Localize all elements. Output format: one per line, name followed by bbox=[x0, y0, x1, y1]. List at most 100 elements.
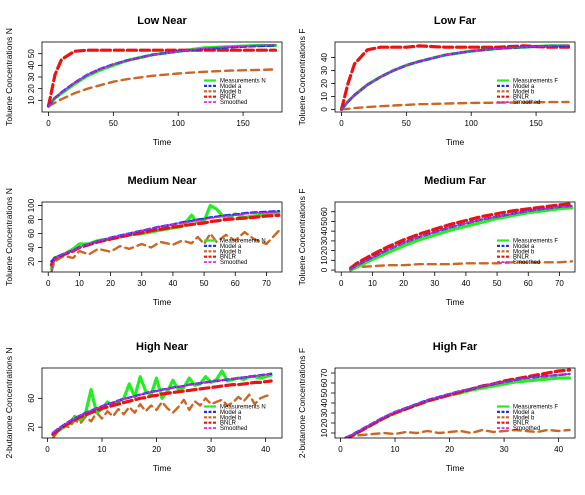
x-tick-label: 40 bbox=[461, 279, 470, 288]
x-tick-label: 20 bbox=[399, 279, 408, 288]
y-tick-label: 20 bbox=[320, 78, 329, 87]
legend-label: Smoothed bbox=[220, 260, 247, 266]
legend-label: Smoothed bbox=[513, 100, 540, 106]
legend-label: Model a bbox=[513, 84, 535, 90]
legend-label: Model b bbox=[220, 415, 242, 421]
legend-label: Model a bbox=[220, 244, 242, 250]
legend-label: Model a bbox=[513, 244, 535, 250]
x-tick-label: 20 bbox=[152, 445, 161, 454]
x-tick-label: 0 bbox=[338, 445, 343, 454]
legend-label: Measurements F bbox=[513, 79, 558, 85]
y-tick-label: 100 bbox=[27, 198, 36, 212]
legend-label: BNLR bbox=[513, 95, 530, 101]
panel-title: High Far bbox=[433, 341, 478, 353]
series-line-model_b bbox=[344, 428, 571, 438]
series-line-bnlr bbox=[349, 202, 574, 270]
series-group bbox=[344, 368, 572, 438]
y-tick-label: 40 bbox=[27, 60, 36, 69]
x-tick-label: 30 bbox=[137, 279, 146, 288]
x-tick-label: 30 bbox=[207, 445, 216, 454]
y-tick-label: 60 bbox=[27, 229, 36, 238]
panel-low-near: Low Near 0 50 100 150 10 20 30 40 50 Time Toluene C… bbox=[4, 15, 283, 147]
series-line-model_b bbox=[349, 260, 574, 272]
legend-label: Model b bbox=[513, 415, 535, 421]
x-tick-label: 0 bbox=[339, 119, 344, 128]
series-line-measurements bbox=[51, 369, 273, 436]
series-line-smoothed bbox=[349, 205, 573, 270]
legend-label: Model a bbox=[220, 84, 242, 90]
legend-label: Smoothed bbox=[513, 426, 540, 432]
y-tick-label: 40 bbox=[320, 226, 329, 235]
y-tick-label: 0 bbox=[320, 107, 329, 112]
y-tick-label: 30 bbox=[320, 66, 329, 75]
x-tick-label: 10 bbox=[391, 445, 400, 454]
x-tick-label: 40 bbox=[168, 279, 177, 288]
x-tick-label: 100 bbox=[172, 119, 186, 128]
series-line-model_b bbox=[50, 229, 281, 272]
legend-label: BNLR bbox=[220, 95, 237, 101]
y-tick-label: 50 bbox=[320, 216, 329, 225]
x-axis-label: Time bbox=[153, 137, 172, 147]
legend-label: Model a bbox=[513, 410, 535, 416]
y-tick-label: 40 bbox=[320, 53, 329, 62]
legend-label: Measurements N bbox=[220, 79, 266, 85]
legend-label: Model b bbox=[220, 249, 242, 255]
series-line-bnlr bbox=[51, 379, 273, 436]
series-line-model_b bbox=[340, 100, 570, 111]
y-axis-label: Toluene Concentrations N bbox=[4, 188, 14, 286]
y-tick-label: 80 bbox=[27, 215, 36, 224]
x-tick-label: 150 bbox=[529, 119, 543, 128]
legend-label: Measurements F bbox=[513, 239, 558, 245]
plot-frame bbox=[334, 41, 576, 113]
y-tick-label: 20 bbox=[27, 257, 36, 266]
y-tick-label: 20 bbox=[320, 418, 329, 427]
y-tick-label: 10 bbox=[27, 95, 36, 104]
legend-label: Measurements F bbox=[513, 405, 558, 411]
x-tick-label: 10 bbox=[75, 279, 84, 288]
legend-label: BNLR bbox=[220, 255, 237, 261]
y-tick-label: 30 bbox=[320, 408, 329, 417]
series-line-model_a bbox=[51, 372, 273, 435]
x-tick-label: 150 bbox=[236, 119, 250, 128]
series-group bbox=[51, 369, 273, 438]
y-tick-label: 20 bbox=[27, 84, 36, 93]
x-tick-label: 40 bbox=[261, 445, 270, 454]
series-group bbox=[349, 202, 574, 272]
series-line-bnlr bbox=[339, 44, 571, 112]
x-tick-label: 100 bbox=[465, 119, 479, 128]
series-group bbox=[49, 203, 281, 272]
y-tick-label: 10 bbox=[320, 428, 329, 437]
x-axis-label: Time bbox=[153, 463, 172, 473]
y-tick-label: 10 bbox=[320, 91, 329, 100]
y-tick-label: 40 bbox=[27, 243, 36, 252]
x-tick-label: 20 bbox=[445, 445, 454, 454]
legend-label: Smoothed bbox=[220, 426, 247, 432]
x-tick-label: 50 bbox=[493, 279, 502, 288]
legend-label: Model a bbox=[220, 410, 242, 416]
x-tick-label: 0 bbox=[339, 279, 344, 288]
x-tick-label: 30 bbox=[500, 445, 509, 454]
x-axis-label: Time bbox=[153, 297, 172, 307]
x-tick-label: 50 bbox=[200, 279, 209, 288]
x-tick-label: 30 bbox=[430, 279, 439, 288]
x-tick-label: 10 bbox=[368, 279, 377, 288]
legend-label: BNLR bbox=[513, 255, 530, 261]
legend-label: BNLR bbox=[220, 421, 237, 427]
x-axis-label: Time bbox=[446, 137, 465, 147]
y-tick-label: 70 bbox=[320, 368, 329, 377]
legend-label: Measurements N bbox=[220, 239, 266, 245]
plot-frame bbox=[41, 201, 283, 273]
x-tick-label: 0 bbox=[46, 119, 51, 128]
series-line-smoothed bbox=[52, 372, 272, 434]
series-line-smoothed bbox=[47, 44, 277, 107]
panel-low-far: Low Far 0 50 100 150 0 10 20 30 40 Time Toluene Con… bbox=[297, 15, 576, 147]
y-tick-label: 50 bbox=[27, 49, 36, 58]
y-tick-label: 30 bbox=[320, 236, 329, 245]
x-tick-label: 20 bbox=[106, 279, 115, 288]
y-tick-label: 10 bbox=[320, 255, 329, 264]
panel-title: Medium Far bbox=[424, 175, 486, 187]
